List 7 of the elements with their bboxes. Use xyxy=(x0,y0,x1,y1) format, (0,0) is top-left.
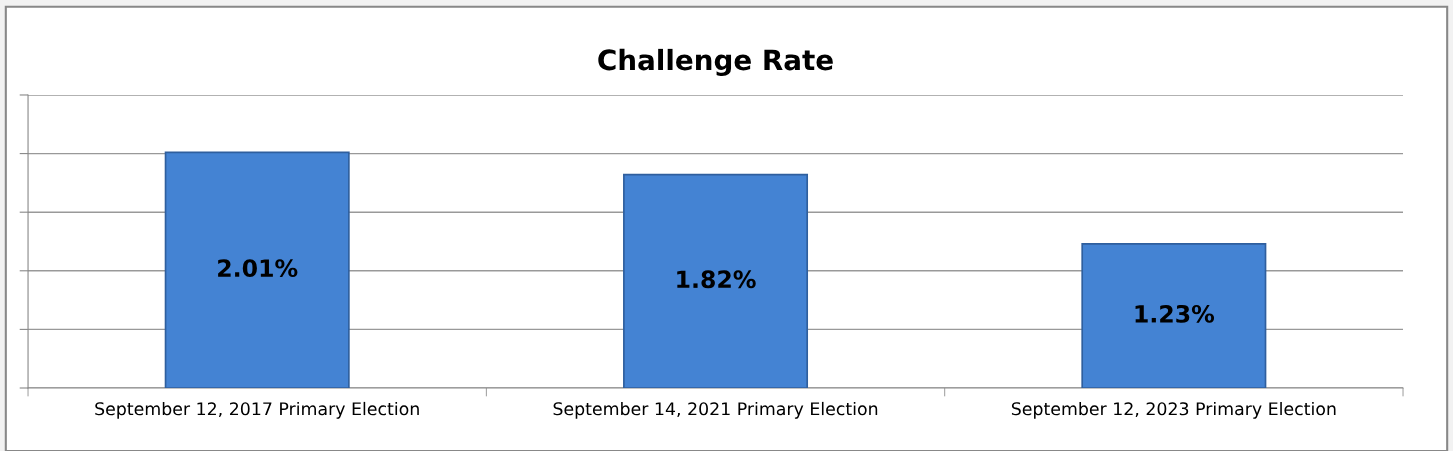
x-tick-label: September 12, 2023 Primary Election xyxy=(1011,401,1336,419)
chart-title: Challenge Rate xyxy=(598,48,833,76)
x-tick-label: September 14, 2021 Primary Election xyxy=(553,401,878,419)
data-label: 1.23% xyxy=(1135,304,1215,323)
x-tick-label: September 12, 2017 Primary Election xyxy=(95,401,419,419)
data-label: 1.82% xyxy=(677,270,756,289)
data-label: 2.01% xyxy=(218,259,298,278)
